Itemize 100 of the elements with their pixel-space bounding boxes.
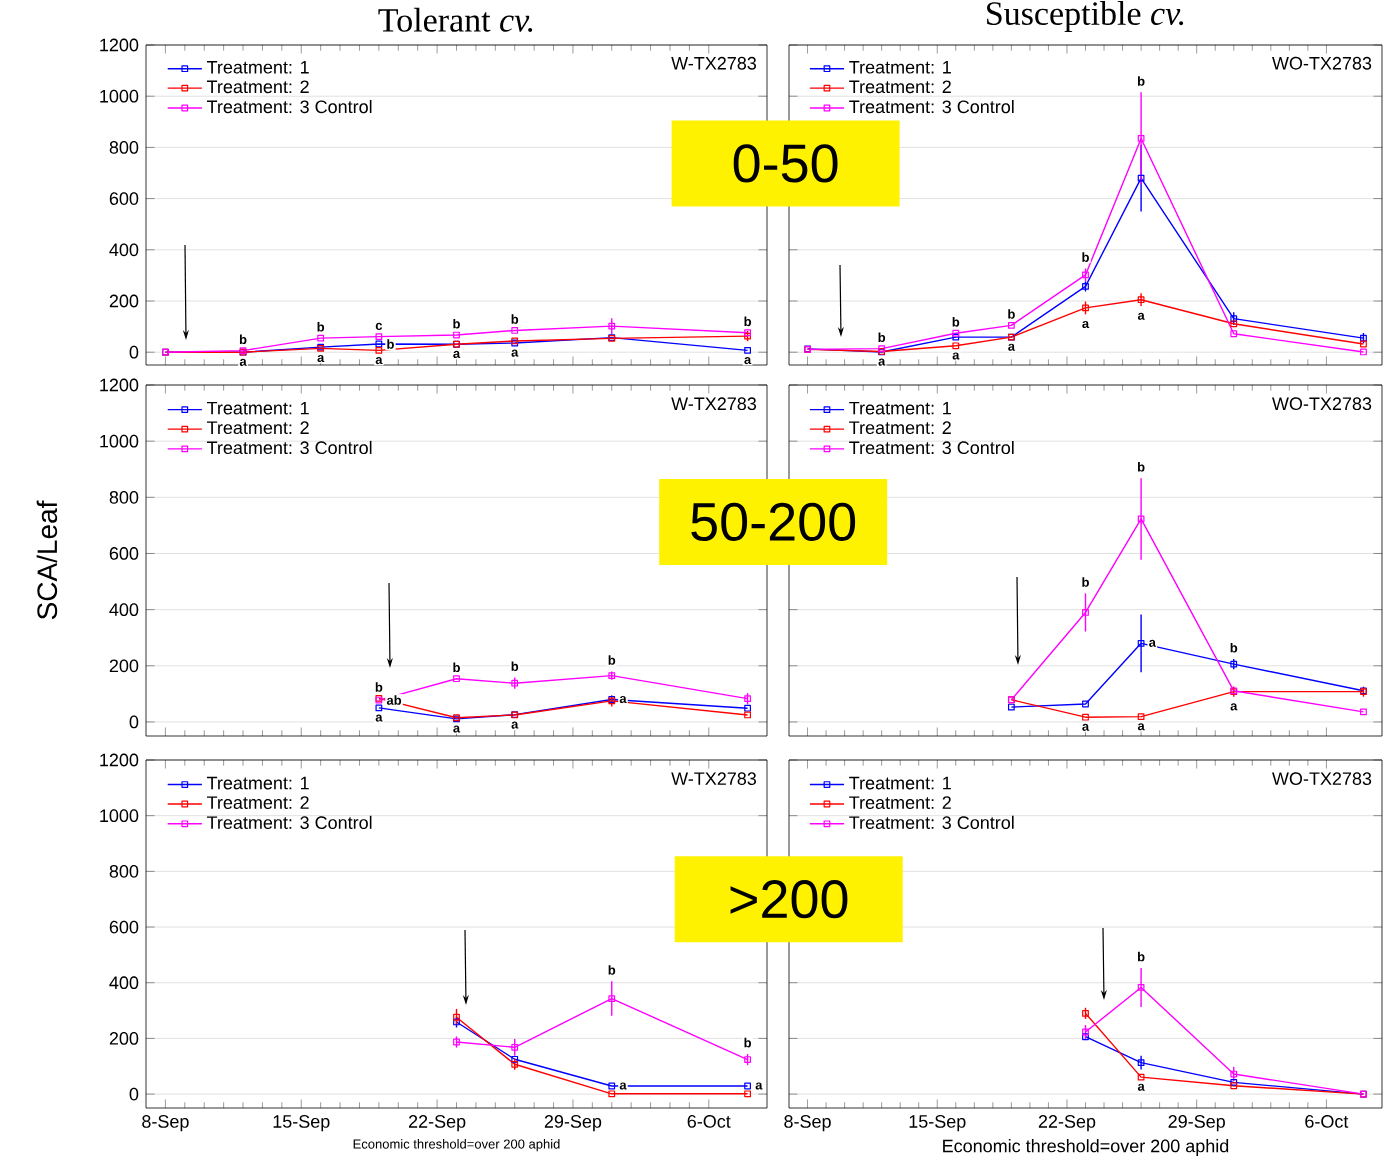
annotation: a [878, 358, 886, 366]
annotation: a [453, 350, 461, 358]
annotation: a [755, 1082, 763, 1090]
annotation: b [239, 334, 247, 345]
y-tick-label: 600 [109, 547, 139, 560]
y-tick-label: 400 [109, 243, 139, 257]
legend-label: Treatment: 1 [206, 776, 309, 790]
annotation: a [1137, 1083, 1145, 1091]
y-tick-label: 0 [129, 345, 139, 359]
annotation: b [1137, 951, 1145, 962]
annotation: b [511, 661, 519, 671]
legend-label: Treatment: 2 [849, 796, 951, 809]
chart-title: Tolerant cv. [378, 7, 533, 32]
y-tick-label: 800 [109, 141, 139, 154]
y-tick-label: 400 [109, 976, 139, 990]
legend-label: Treatment: 3 Control [849, 440, 1014, 455]
y-tick-label: 400 [109, 603, 139, 617]
annotation: WO-TX2783 [1272, 772, 1372, 786]
annotation: b [317, 321, 325, 332]
y-tick-label: 0 [129, 1087, 139, 1101]
y-tick-label: 1200 [100, 378, 139, 392]
legend-label: Treatment: 2 [206, 796, 309, 809]
annotation: a [453, 725, 461, 733]
y-tick-label: 200 [109, 294, 139, 308]
annotation: b [1137, 462, 1145, 472]
y-tick-label: 0 [129, 715, 139, 729]
x-tick-label: 8-Sep [142, 1115, 189, 1132]
annotation: b [1137, 76, 1145, 86]
annotation: a [511, 349, 519, 357]
y-tick-label: 1200 [100, 753, 139, 767]
y-tick-label: 1000 [100, 434, 139, 448]
annotation: a [317, 354, 325, 363]
y-tick-label: 1200 [100, 38, 139, 52]
annotation: b [511, 314, 519, 324]
y-axis-title: SCA/Leaf [36, 500, 58, 620]
annotation: a [375, 714, 383, 722]
annotation: a [1230, 703, 1238, 711]
y-tick-label: 1000 [100, 89, 139, 103]
annotation: a [1137, 723, 1145, 731]
annotation: b [952, 317, 960, 327]
annotation: a [1008, 343, 1016, 351]
annotation: a [511, 721, 519, 729]
legend-label: Treatment: 2 [206, 80, 309, 94]
legend-label: Treatment: 2 [849, 80, 951, 94]
x-tick-label: 8-Sep [784, 1115, 831, 1132]
annotation: a [952, 352, 960, 360]
annotation: b [1082, 577, 1089, 587]
y-tick-label: 1000 [100, 809, 139, 823]
annotation: a [1082, 723, 1090, 731]
legend-label: Treatment: 3 Control [206, 815, 372, 830]
legend-label: Treatment: 1 [206, 401, 309, 415]
x-axis-title: Economic threshold=over 200 aphid [943, 1139, 1229, 1156]
annotation: b [1082, 252, 1089, 262]
x-tick-label: 6-Oct [687, 1115, 731, 1128]
legend-label: Treatment: 3 Control [206, 99, 372, 114]
annotation: b [608, 965, 616, 975]
y-tick-label: 200 [109, 659, 139, 673]
annotation: ab [386, 695, 402, 705]
x-tick-label: 29-Sep [1168, 1115, 1225, 1132]
annotation: a [1149, 639, 1156, 647]
legend-label: Treatment: 2 [849, 421, 951, 435]
annotation: a [1082, 320, 1090, 329]
legend-label: Treatment: 1 [849, 61, 951, 74]
x-tick-label: 22-Sep [408, 1115, 466, 1132]
annotation: a [619, 1082, 627, 1090]
annotation: >200 [730, 880, 848, 919]
annotation: a [375, 357, 383, 365]
annotation: a [744, 357, 752, 365]
annotation: W-TX2783 [671, 772, 757, 786]
x-tick-label: 15-Sep [273, 1115, 330, 1132]
annotation: a [1137, 312, 1145, 320]
legend-label: Treatment: 1 [849, 401, 951, 415]
legend-label: Treatment: 1 [849, 776, 951, 790]
x-tick-label: 15-Sep [909, 1115, 966, 1132]
annotation: b [608, 655, 616, 665]
chart-title: Susceptible cv. [987, 1, 1184, 32]
legend-label: Treatment: 1 [206, 61, 309, 74]
legend-label: Treatment: 3 Control [849, 815, 1014, 830]
x-tick-label: 22-Sep [1038, 1115, 1096, 1132]
annotation: b [387, 339, 394, 349]
y-tick-label: 800 [109, 490, 139, 504]
annotation: b [878, 332, 886, 343]
annotation: W-TX2783 [671, 397, 757, 411]
y-tick-label: 600 [109, 920, 139, 934]
annotation: b [744, 316, 752, 327]
y-tick-label: 600 [109, 192, 139, 205]
legend-label: Treatment: 2 [206, 421, 309, 435]
y-tick-label: 800 [109, 864, 139, 878]
x-tick-label: 29-Sep [544, 1115, 602, 1132]
annotation: b [1230, 642, 1238, 653]
annotation: b [744, 1037, 752, 1048]
legend-label: Treatment: 3 Control [849, 99, 1014, 114]
annotation: a [239, 358, 247, 366]
legend-label: Treatment: 3 Control [206, 440, 372, 455]
annotation: b [453, 318, 460, 329]
annotation: 0-50 [733, 144, 838, 183]
annotation: 50-200 [691, 502, 856, 542]
annotation: b [453, 662, 460, 673]
annotation: WO-TX2783 [1272, 397, 1372, 411]
annotation: b [1008, 309, 1015, 319]
